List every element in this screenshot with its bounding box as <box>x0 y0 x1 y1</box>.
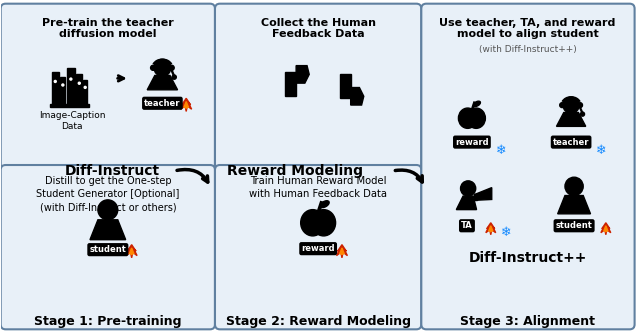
Polygon shape <box>296 66 309 83</box>
Circle shape <box>84 86 86 88</box>
FancyBboxPatch shape <box>1 165 215 329</box>
Text: Image-Caption
Data: Image-Caption Data <box>39 111 106 131</box>
Polygon shape <box>126 245 137 258</box>
Polygon shape <box>337 245 348 258</box>
Circle shape <box>580 112 584 116</box>
Circle shape <box>578 103 582 108</box>
Polygon shape <box>489 226 493 232</box>
Text: reward: reward <box>301 244 335 253</box>
Text: TA: TA <box>461 221 473 230</box>
Ellipse shape <box>320 201 329 207</box>
Circle shape <box>62 84 64 86</box>
Ellipse shape <box>312 209 335 236</box>
Polygon shape <box>456 196 477 209</box>
Polygon shape <box>147 76 177 90</box>
Text: Collect the Human
Feedback Data: Collect the Human Feedback Data <box>260 18 376 39</box>
FancyBboxPatch shape <box>60 77 65 104</box>
Circle shape <box>461 181 476 196</box>
Text: Stage 2: Reward Modeling: Stage 2: Reward Modeling <box>226 315 411 328</box>
FancyBboxPatch shape <box>215 165 421 329</box>
Text: ❄: ❄ <box>497 144 507 157</box>
Polygon shape <box>285 72 296 96</box>
Circle shape <box>172 75 176 79</box>
Polygon shape <box>180 98 191 112</box>
Text: Use teacher, TA, and reward
model to align student: Use teacher, TA, and reward model to ali… <box>439 18 616 39</box>
FancyBboxPatch shape <box>52 72 59 104</box>
Circle shape <box>78 82 80 84</box>
Polygon shape <box>90 220 125 240</box>
Ellipse shape <box>467 108 485 128</box>
Text: teacher: teacher <box>144 99 180 108</box>
Text: student: student <box>556 221 593 230</box>
Polygon shape <box>604 226 608 232</box>
Polygon shape <box>601 223 611 235</box>
Circle shape <box>150 65 156 70</box>
FancyBboxPatch shape <box>76 74 82 104</box>
FancyBboxPatch shape <box>67 68 75 104</box>
Circle shape <box>560 103 564 108</box>
Text: ❄: ❄ <box>596 144 606 157</box>
FancyBboxPatch shape <box>215 4 421 169</box>
Circle shape <box>565 177 583 195</box>
Circle shape <box>154 59 171 76</box>
Text: Diff-Instruct++: Diff-Instruct++ <box>468 251 587 265</box>
Polygon shape <box>475 187 492 200</box>
Circle shape <box>169 65 174 70</box>
Text: student: student <box>90 245 126 254</box>
Polygon shape <box>556 113 586 126</box>
Polygon shape <box>351 88 364 105</box>
Polygon shape <box>184 102 188 108</box>
FancyBboxPatch shape <box>421 4 635 329</box>
Ellipse shape <box>474 101 481 107</box>
Text: Pre-train the teacher
diffusion model: Pre-train the teacher diffusion model <box>42 18 173 39</box>
Circle shape <box>70 78 72 80</box>
Text: Reward Modeling: Reward Modeling <box>227 164 363 178</box>
Text: Stage 3: Alignment: Stage 3: Alignment <box>460 315 595 328</box>
Polygon shape <box>340 248 344 254</box>
Text: ❄: ❄ <box>501 226 512 239</box>
Polygon shape <box>557 195 591 214</box>
Text: teacher: teacher <box>553 138 589 147</box>
Ellipse shape <box>301 209 324 236</box>
Text: Stage 1: Pre-training: Stage 1: Pre-training <box>34 315 182 328</box>
Text: (with Diff-Instruct++): (with Diff-Instruct++) <box>479 45 577 54</box>
Circle shape <box>54 81 56 83</box>
Text: Distill to get the One-step
Student Generator [Optional]
(with Diff-Instruct or : Distill to get the One-step Student Gene… <box>36 176 180 212</box>
FancyBboxPatch shape <box>50 104 89 107</box>
Polygon shape <box>129 248 134 254</box>
Polygon shape <box>486 223 496 235</box>
Text: reward: reward <box>455 138 489 147</box>
Polygon shape <box>340 74 351 99</box>
Circle shape <box>98 200 118 220</box>
Circle shape <box>563 97 579 113</box>
Text: Train Human Reward Model
with Human Feedback Data: Train Human Reward Model with Human Feed… <box>249 176 387 199</box>
Bar <box>474 193 477 200</box>
FancyBboxPatch shape <box>83 80 87 104</box>
FancyBboxPatch shape <box>1 4 215 169</box>
Text: Diff-Instruct: Diff-Instruct <box>65 164 160 178</box>
Ellipse shape <box>458 108 477 128</box>
